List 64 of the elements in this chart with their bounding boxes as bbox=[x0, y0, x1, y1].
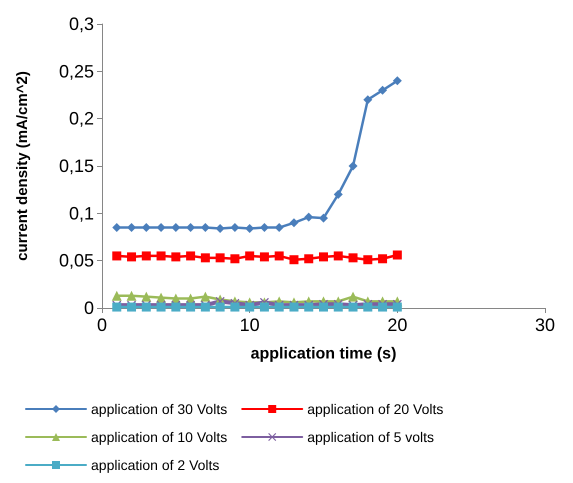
point bbox=[289, 255, 298, 264]
y-axis-title: current density (mA/cm^2) bbox=[14, 71, 31, 261]
point bbox=[334, 251, 343, 260]
point bbox=[304, 212, 314, 222]
y-tick-label: 0,25 bbox=[58, 61, 94, 82]
point bbox=[363, 95, 372, 104]
point bbox=[348, 292, 358, 302]
point bbox=[156, 251, 166, 260]
point bbox=[260, 252, 269, 262]
point bbox=[348, 162, 358, 170]
y-tick-label: 0 bbox=[84, 298, 94, 318]
y-tick-label: 0,3 bbox=[68, 14, 94, 34]
point bbox=[274, 251, 284, 260]
point bbox=[392, 76, 402, 86]
x-tick-label: 30 bbox=[534, 315, 556, 335]
point bbox=[392, 250, 402, 260]
point bbox=[334, 190, 343, 199]
point bbox=[200, 292, 210, 302]
point bbox=[112, 223, 122, 232]
point bbox=[348, 253, 358, 262]
point bbox=[378, 302, 388, 312]
point bbox=[304, 254, 314, 264]
point bbox=[392, 302, 402, 312]
x-axis-title: application time (s) bbox=[250, 346, 396, 362]
point bbox=[141, 292, 152, 302]
x-tick-label: 20 bbox=[387, 315, 408, 335]
point bbox=[378, 254, 388, 264]
point bbox=[319, 252, 328, 262]
point bbox=[142, 223, 151, 232]
point bbox=[112, 251, 122, 260]
point bbox=[363, 255, 372, 264]
point bbox=[200, 253, 210, 262]
y-tick-label: 0,1 bbox=[68, 203, 94, 224]
point bbox=[142, 251, 151, 260]
legend-label: application of 20 Volts bbox=[307, 401, 444, 417]
point bbox=[186, 251, 196, 260]
y-tick-label: 0,05 bbox=[58, 250, 94, 271]
point bbox=[274, 223, 284, 232]
x-tick-label: 10 bbox=[240, 315, 260, 335]
point bbox=[127, 252, 136, 262]
point bbox=[289, 218, 298, 228]
point bbox=[171, 252, 180, 262]
point bbox=[156, 292, 166, 303]
point bbox=[245, 251, 254, 260]
point bbox=[126, 290, 137, 301]
point bbox=[112, 290, 122, 301]
legend-label: application of 30 Volts bbox=[91, 401, 228, 417]
y-tick-label: 0,15 bbox=[58, 156, 94, 176]
point bbox=[216, 302, 225, 312]
point bbox=[245, 224, 254, 233]
point bbox=[319, 214, 328, 223]
legend-label: application of 5 volts bbox=[307, 429, 434, 445]
point bbox=[216, 253, 225, 262]
point bbox=[260, 302, 269, 312]
y-tick-label: 0,2 bbox=[68, 108, 94, 129]
point bbox=[230, 302, 240, 312]
point bbox=[363, 302, 372, 312]
legend-label: application of 10 Volts bbox=[91, 429, 228, 445]
x-tick-label: 0 bbox=[96, 315, 108, 335]
point bbox=[319, 302, 328, 312]
point bbox=[378, 86, 388, 95]
point bbox=[334, 302, 343, 312]
point bbox=[230, 254, 240, 264]
legend-label: application of 2 Volts bbox=[91, 457, 220, 473]
